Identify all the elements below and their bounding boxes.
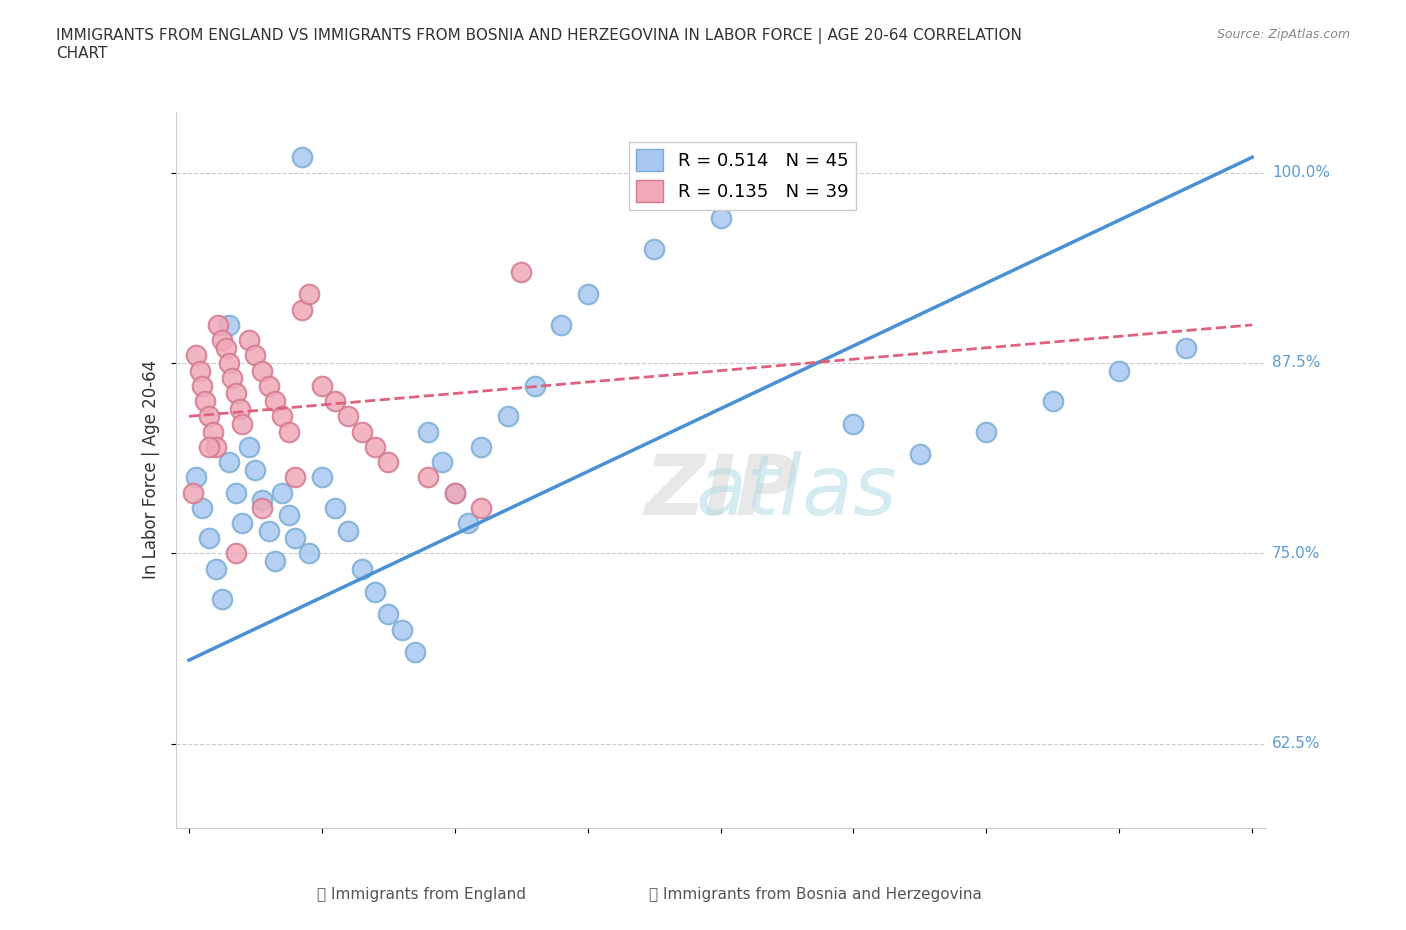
Point [184,348,207,363]
Point [323,500,346,515]
Point [298,546,321,561]
Point [291,302,314,317]
Point [184,470,207,485]
Point [218,455,240,470]
Point [496,409,519,424]
Point [231,515,253,530]
Point [198,409,221,424]
Text: 62.5%: 62.5% [1272,737,1320,751]
Point [311,379,333,393]
Point [245,462,267,477]
Point [391,622,413,637]
Point [191,379,214,393]
Point [204,439,226,454]
Point [211,333,233,348]
Point [643,241,665,256]
Point [443,485,465,500]
Point [211,591,233,606]
Point [337,409,360,424]
Point [257,524,280,538]
Point [404,645,426,660]
Point [198,531,221,546]
Point [277,508,299,523]
Point [218,355,240,370]
Point [908,447,931,462]
Point [418,470,440,485]
Point [976,424,998,439]
Point [776,166,799,180]
Point [238,439,260,454]
Point [291,150,314,165]
Point [842,417,865,432]
Point [225,546,247,561]
Point [350,561,373,576]
Point [523,379,546,393]
Point [284,531,307,546]
Text: 75.0%: 75.0% [1272,546,1320,561]
Point [430,455,453,470]
Text: IMMIGRANTS FROM ENGLAND VS IMMIGRANTS FROM BOSNIA AND HERZEGOVINA IN LABOR FORCE: IMMIGRANTS FROM ENGLAND VS IMMIGRANTS FR… [56,28,1022,61]
Point [350,424,373,439]
Point [218,317,240,332]
Point [250,493,273,508]
Point [298,287,321,302]
Point [510,264,533,279]
Point [311,470,333,485]
Point [457,515,479,530]
Legend: R = 0.514   N = 45, R = 0.135   N = 39: R = 0.514 N = 45, R = 0.135 N = 39 [628,142,856,209]
Point [550,317,572,332]
Point [271,485,294,500]
Text: ⬜ Immigrants from Bosnia and Herzegovina: ⬜ Immigrants from Bosnia and Herzegovina [650,887,981,902]
Point [225,485,247,500]
Point [576,287,599,302]
Point [377,455,399,470]
Text: 100.0%: 100.0% [1272,165,1330,180]
Point [250,364,273,379]
Point [245,348,267,363]
Point [470,439,492,454]
Point [418,424,440,439]
Point [364,439,387,454]
Point [250,500,273,515]
Y-axis label: In Labor Force | Age 20-64: In Labor Force | Age 20-64 [142,360,160,579]
Point [191,500,214,515]
Point [228,401,250,416]
Text: 87.5%: 87.5% [1272,355,1320,370]
Point [364,584,387,599]
Text: ⬜ Immigrants from England: ⬜ Immigrants from England [318,887,526,902]
Point [710,211,733,226]
Text: atlas: atlas [696,451,897,532]
Point [1108,364,1130,379]
Point [215,340,238,355]
Point [264,553,287,568]
Point [271,409,294,424]
Point [231,417,253,432]
Point [221,371,243,386]
Point [194,393,217,408]
Point [1174,340,1197,355]
Point [470,500,492,515]
Text: ZIP: ZIP [644,451,797,532]
Point [207,317,229,332]
Point [264,393,287,408]
Text: Source: ZipAtlas.com: Source: ZipAtlas.com [1216,28,1350,41]
Point [181,485,204,500]
Point [257,379,280,393]
Point [188,364,211,379]
Point [225,386,247,401]
Point [443,485,465,500]
Point [277,424,299,439]
Point [337,524,360,538]
Point [201,424,224,439]
Point [323,393,346,408]
Point [198,439,221,454]
Point [377,607,399,622]
Point [284,470,307,485]
Point [1042,393,1064,408]
Point [204,561,226,576]
Point [238,333,260,348]
